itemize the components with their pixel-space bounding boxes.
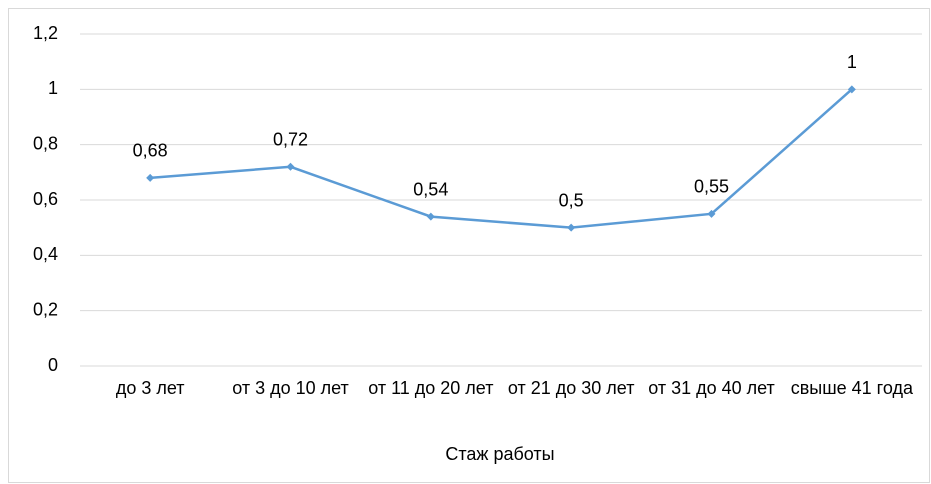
marker — [426, 212, 435, 221]
x-tick-label: до 3 лет — [115, 378, 185, 398]
y-tick-label: 0,4 — [33, 244, 58, 264]
x-tick-label: от 3 до 10 лет — [232, 378, 349, 398]
x-tick-label: от 31 до 40 лет — [648, 378, 775, 398]
x-tick-label: от 11 до 20 лет — [368, 378, 494, 398]
y-tick-label: 1 — [48, 78, 58, 98]
marker — [707, 209, 716, 218]
x-axis-title: Стаж работы — [445, 444, 554, 464]
x-tick-label: от 21 до 30 лет — [507, 378, 635, 398]
y-tick-label: 1,2 — [33, 23, 58, 43]
y-tick-label: 0 — [48, 355, 58, 375]
marker — [286, 162, 295, 171]
chart-border — [8, 8, 930, 483]
data-label: 0,72 — [273, 130, 308, 150]
marker — [146, 173, 155, 182]
marker — [847, 85, 856, 94]
marker — [567, 223, 576, 232]
data-label: 0,54 — [413, 179, 448, 199]
line — [150, 88, 853, 229]
x-tick-label: свыше 41 года — [790, 378, 913, 398]
data-label: 0,5 — [559, 190, 584, 210]
y-tick-label: 0,2 — [33, 299, 58, 319]
data-label: 1 — [847, 52, 857, 72]
y-tick-label: 0,6 — [33, 189, 58, 209]
data-label: 0,55 — [694, 177, 729, 197]
data-label: 0,68 — [133, 141, 168, 161]
y-tick-label: 0,8 — [33, 133, 58, 153]
